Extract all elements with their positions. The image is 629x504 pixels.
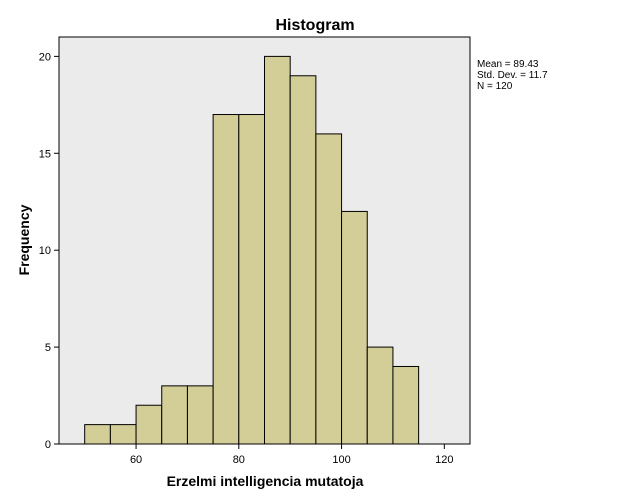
histogram-bar — [186, 385, 214, 445]
histogram-bar — [84, 424, 111, 445]
histogram-bar — [238, 114, 265, 445]
histogram-bar — [264, 55, 291, 445]
x-tick-label: 120 — [435, 454, 453, 466]
histogram-bar — [315, 133, 343, 445]
histogram-bar — [289, 75, 317, 445]
y-tick-label: 5 — [45, 342, 51, 354]
y-tick-label: 10 — [39, 245, 51, 257]
axes-group: 0 5 10 15 20 60 80 100 120 — [39, 51, 454, 466]
stats-n: N = 120 — [477, 81, 513, 92]
histogram-bar — [109, 424, 137, 445]
histogram-bar — [212, 114, 240, 445]
stats-std-dev: Std. Dev. = 11.7 — [477, 70, 548, 81]
histogram-bar — [392, 365, 420, 445]
x-axis-label: Erzelmi intelligencia mutatoja — [167, 473, 364, 489]
y-tick-label: 15 — [39, 148, 51, 160]
histogram-bar — [341, 210, 368, 445]
y-tick-label: 20 — [39, 51, 51, 63]
stats-mean: Mean = 89.43 — [477, 59, 539, 70]
y-axis-label: Frequency — [16, 204, 32, 275]
histogram-bar — [135, 404, 163, 445]
chart-title: Histogram — [275, 17, 354, 34]
x-tick-label: 100 — [332, 454, 350, 466]
y-tick-label: 0 — [45, 439, 51, 451]
histogram-bar — [161, 385, 188, 445]
histogram-bar — [366, 346, 394, 445]
x-tick-label: 80 — [233, 454, 245, 466]
bars-group — [84, 55, 420, 445]
x-tick-label: 60 — [130, 454, 142, 466]
